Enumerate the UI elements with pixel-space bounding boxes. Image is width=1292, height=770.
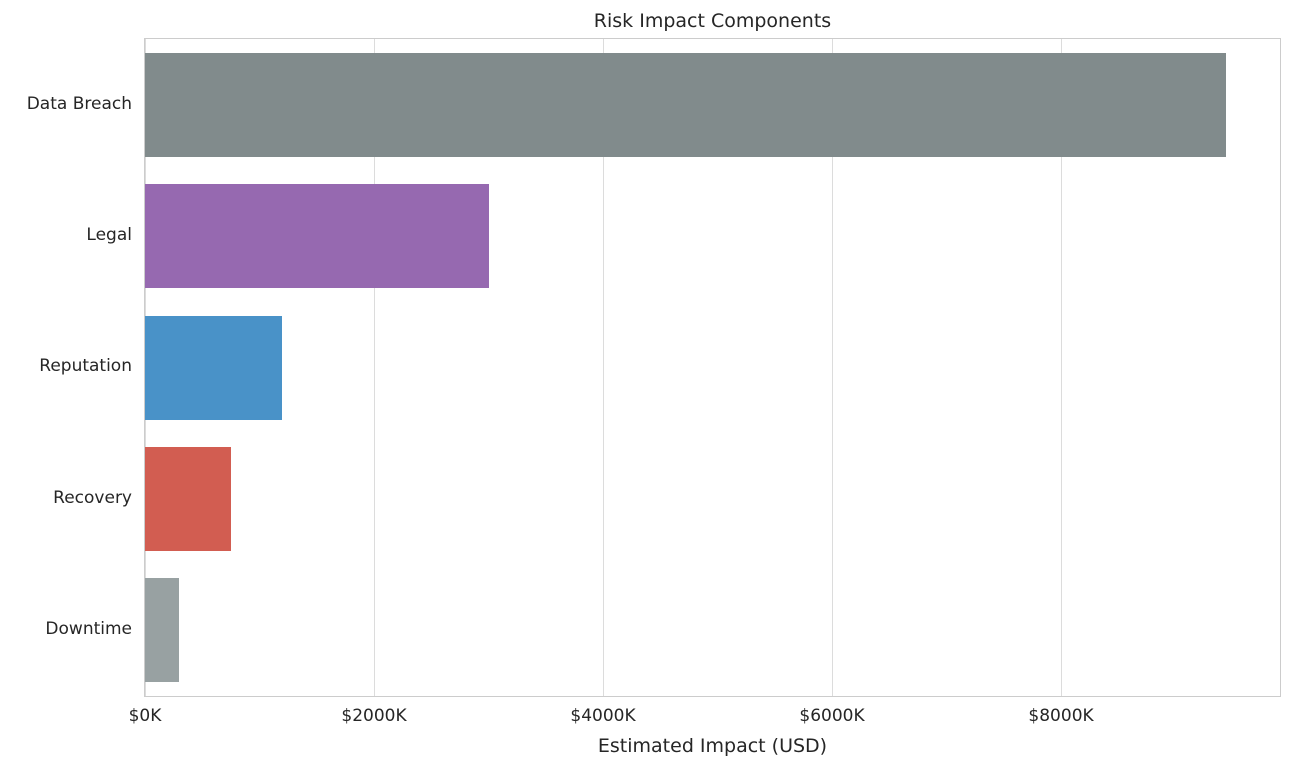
y-tick-label: Data Breach [26,93,132,114]
bar-recovery [145,446,231,551]
chart-title: Risk Impact Components [593,10,832,32]
x-tick-label: $2000K [341,706,407,726]
y-tick-label: Recovery [53,487,132,508]
y-axis-labels: Data Breach Legal Reputation Recovery Downti… [0,38,132,697]
gridline [832,39,834,696]
x-axis-ticks: $0K $2000K $4000K $6000K $8000K [129,706,1281,732]
x-tick-label: $6000K [799,706,865,726]
bar-downtime [145,578,180,683]
plot-area [144,38,1281,697]
gridline [1061,39,1063,696]
bar-legal [145,184,489,289]
y-tick-label: Downtime [45,619,132,640]
gridline [374,39,375,696]
y-tick-label: Legal [86,225,132,246]
x-tick-label: $4000K [570,706,636,726]
x-tick-label: $0K [128,706,162,726]
y-tick-label: Reputation [39,356,132,377]
bar-reputation [145,315,283,420]
gridline [603,39,605,696]
x-tick-label: $8000K [1028,706,1094,726]
x-axis-label: Estimated Impact (USD) [597,735,828,757]
bar-data-breach [145,52,1226,157]
